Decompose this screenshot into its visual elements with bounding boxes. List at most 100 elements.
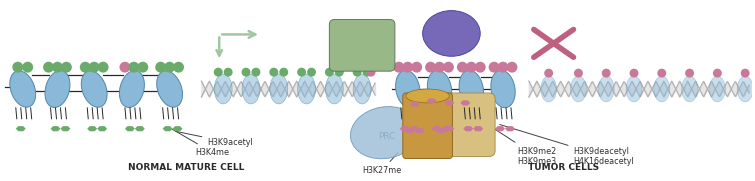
Ellipse shape: [214, 74, 232, 104]
Circle shape: [119, 62, 131, 73]
Circle shape: [411, 62, 422, 73]
Polygon shape: [445, 100, 455, 106]
Polygon shape: [473, 126, 483, 131]
Ellipse shape: [423, 11, 480, 56]
Circle shape: [334, 68, 344, 77]
Polygon shape: [125, 126, 135, 131]
Circle shape: [713, 69, 722, 78]
Circle shape: [574, 69, 583, 78]
Ellipse shape: [242, 74, 260, 104]
Circle shape: [12, 62, 23, 73]
Ellipse shape: [270, 74, 288, 104]
Text: NORMAL MATURE CELL: NORMAL MATURE CELL: [128, 163, 245, 172]
Polygon shape: [60, 126, 70, 131]
Circle shape: [61, 62, 72, 73]
Text: EZH2: EZH2: [414, 121, 441, 130]
Circle shape: [80, 62, 91, 73]
Circle shape: [488, 62, 500, 73]
Ellipse shape: [459, 70, 483, 108]
Circle shape: [325, 68, 334, 77]
Polygon shape: [16, 126, 26, 131]
Circle shape: [544, 69, 553, 78]
Circle shape: [602, 69, 611, 78]
Text: DNMT1: DNMT1: [434, 29, 468, 38]
Circle shape: [89, 62, 100, 73]
Polygon shape: [505, 126, 515, 131]
Circle shape: [270, 68, 279, 77]
FancyBboxPatch shape: [442, 93, 495, 157]
Circle shape: [741, 69, 750, 78]
Circle shape: [297, 68, 306, 77]
Text: TUMOR CELLS: TUMOR CELLS: [528, 163, 599, 172]
Circle shape: [43, 62, 54, 73]
Circle shape: [658, 69, 666, 78]
Polygon shape: [427, 98, 436, 104]
FancyBboxPatch shape: [403, 93, 452, 159]
Circle shape: [22, 62, 33, 73]
Ellipse shape: [571, 76, 587, 102]
Polygon shape: [173, 126, 183, 131]
Circle shape: [362, 68, 371, 77]
Circle shape: [630, 69, 639, 78]
Polygon shape: [97, 126, 107, 131]
Circle shape: [214, 68, 223, 77]
Polygon shape: [432, 126, 442, 131]
Circle shape: [279, 68, 288, 77]
Polygon shape: [51, 126, 60, 131]
Ellipse shape: [427, 70, 451, 108]
Circle shape: [251, 68, 260, 77]
Ellipse shape: [297, 74, 316, 104]
Circle shape: [425, 62, 436, 73]
Text: H3K9me2
H3K9me3: H3K9me2 H3K9me3: [494, 128, 556, 166]
Circle shape: [307, 68, 316, 77]
Ellipse shape: [45, 71, 70, 108]
Ellipse shape: [353, 74, 371, 104]
Ellipse shape: [737, 76, 753, 102]
Circle shape: [137, 62, 148, 73]
Text: H3K4me: H3K4me: [172, 129, 230, 157]
Text: H3K9acetyl: H3K9acetyl: [175, 131, 253, 147]
Circle shape: [128, 62, 140, 73]
Circle shape: [402, 62, 413, 73]
Polygon shape: [436, 128, 446, 133]
Ellipse shape: [654, 76, 670, 102]
Ellipse shape: [682, 76, 698, 102]
Ellipse shape: [491, 70, 515, 108]
Polygon shape: [445, 126, 455, 131]
Circle shape: [367, 68, 375, 77]
Polygon shape: [414, 128, 424, 133]
Text: H3K9deacetyl
H4K16deacetyl: H3K9deacetyl H4K16deacetyl: [500, 125, 634, 166]
Circle shape: [434, 62, 445, 73]
Circle shape: [685, 69, 694, 78]
Polygon shape: [162, 126, 173, 131]
Ellipse shape: [405, 89, 449, 103]
Text: DNMT3b: DNMT3b: [346, 42, 378, 51]
FancyBboxPatch shape: [329, 20, 395, 71]
Circle shape: [457, 62, 468, 73]
Ellipse shape: [157, 71, 183, 107]
Ellipse shape: [119, 71, 144, 108]
Ellipse shape: [541, 76, 556, 102]
Circle shape: [393, 62, 404, 73]
Circle shape: [164, 62, 175, 73]
Polygon shape: [88, 126, 97, 131]
Polygon shape: [495, 126, 505, 131]
Polygon shape: [410, 101, 420, 106]
Circle shape: [97, 62, 109, 73]
Circle shape: [156, 62, 166, 73]
Ellipse shape: [710, 76, 726, 102]
Ellipse shape: [626, 76, 642, 102]
Circle shape: [498, 62, 508, 73]
Ellipse shape: [350, 107, 420, 159]
Polygon shape: [400, 126, 410, 131]
Ellipse shape: [10, 71, 35, 107]
Circle shape: [173, 62, 184, 73]
Circle shape: [475, 62, 485, 73]
Ellipse shape: [325, 74, 344, 104]
Circle shape: [466, 62, 476, 73]
Circle shape: [507, 62, 517, 73]
Ellipse shape: [396, 70, 420, 108]
Circle shape: [353, 68, 362, 77]
Circle shape: [223, 68, 233, 77]
Polygon shape: [135, 126, 145, 131]
